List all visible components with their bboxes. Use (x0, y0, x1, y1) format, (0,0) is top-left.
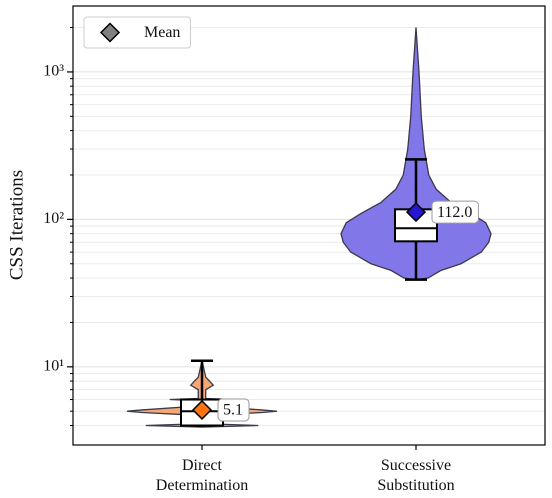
y-axis-label: CSS Iterations (6, 170, 27, 280)
mean-label-text: 112.0 (437, 204, 472, 221)
mean-label-box (431, 200, 479, 224)
y-tick-label: 10¹ (43, 357, 64, 374)
x-tick-label: Successive Substitution (377, 457, 454, 494)
y-tick-label: 10³ (43, 63, 64, 80)
mean-label: 5.1 (217, 398, 250, 422)
axes-frame (72, 5, 546, 446)
mean-label: 112.0 (431, 200, 479, 224)
mean-marker (191, 399, 213, 421)
mean-label-box (217, 398, 250, 422)
x-tick-label: Direct Determination (156, 457, 248, 494)
legend-label: Mean (144, 24, 180, 41)
y-tick-label: 10² (43, 210, 64, 227)
mean-label-text: 5.1 (223, 402, 243, 419)
legend-marker (99, 22, 121, 43)
mean-marker (405, 202, 427, 223)
